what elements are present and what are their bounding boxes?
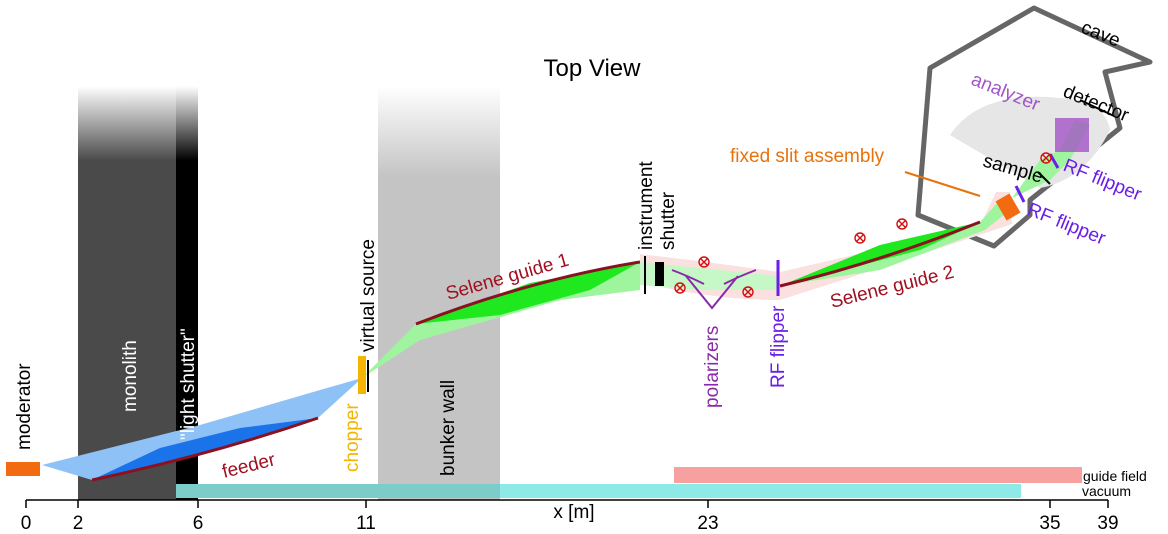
field-markers xyxy=(674,152,1052,298)
rf-flipper-slit-mark xyxy=(1014,185,1026,203)
instrument-shutter-label-1: instrument xyxy=(636,161,657,250)
x-tick-label: 0 xyxy=(21,513,32,534)
virtual-source-label: virtual source xyxy=(358,239,379,352)
vacuum-bar-shaded xyxy=(176,484,500,498)
x-tick-label: 11 xyxy=(356,513,376,534)
polarizers-label: polarizers xyxy=(702,326,723,408)
analyzer-block xyxy=(1055,118,1089,152)
guide-field-label: guide field xyxy=(1083,468,1147,484)
green-beam-2 xyxy=(640,262,780,290)
moderator-label: moderator xyxy=(14,363,35,450)
x-axis-ticks xyxy=(25,500,1109,508)
feeder-label: feeder xyxy=(220,449,278,483)
feeder-beam-envelope xyxy=(42,378,362,480)
fixed-slit-block xyxy=(995,193,1021,221)
fixed-slit-assembly-label: fixed slit assembly xyxy=(730,146,885,167)
chopper-block xyxy=(358,356,366,394)
monolith-block xyxy=(78,86,176,500)
x-tick-label: 23 xyxy=(697,513,718,534)
monolith-label: monolith xyxy=(120,340,141,412)
rf-flipper-slit-label: RF flipper xyxy=(1024,199,1109,250)
bunker-wall-label: bunker wall xyxy=(438,380,459,476)
chopper-label: chopper xyxy=(342,403,363,472)
x-tick-label: 2 xyxy=(73,513,84,534)
moderator-block xyxy=(6,462,40,476)
fixed-slit-pointer xyxy=(904,171,981,197)
detector-mark xyxy=(1079,99,1115,117)
sample-pointer xyxy=(1037,171,1051,185)
polarizers-pointer xyxy=(685,275,739,310)
x-tick-label: 6 xyxy=(193,513,204,534)
light-shutter-block xyxy=(176,86,198,500)
selene-guide-2-edge xyxy=(779,220,981,288)
selene-guide-1-edge xyxy=(415,260,641,326)
instrument-shutter-block xyxy=(655,262,664,286)
x-axis-label: x [m] xyxy=(553,502,594,523)
guide-field-bar xyxy=(674,467,1082,483)
feeder-edge xyxy=(91,416,319,482)
bunker-wall-block xyxy=(378,86,500,500)
selene-guide-1-element xyxy=(416,262,640,324)
feeder-guide-element xyxy=(92,418,318,480)
polarizer-2 xyxy=(723,269,757,285)
x-tick-label: 39 xyxy=(1097,513,1118,534)
light-shutter-label: "light shutter" xyxy=(178,328,199,440)
vacuum-label: vacuum xyxy=(1082,483,1131,499)
vacuum-bar xyxy=(176,484,1021,498)
rf-flipper-sample-label: RF flipper xyxy=(1060,155,1145,206)
selene-guide-2-element xyxy=(780,222,980,286)
diagram-title: Top View xyxy=(544,55,642,82)
rf-flipper-main-label: RF flipper xyxy=(768,305,789,388)
instrument-shutter-label-2: shutter xyxy=(658,191,679,250)
x-tick-label: 35 xyxy=(1039,513,1060,534)
polarizer-1 xyxy=(671,269,705,285)
